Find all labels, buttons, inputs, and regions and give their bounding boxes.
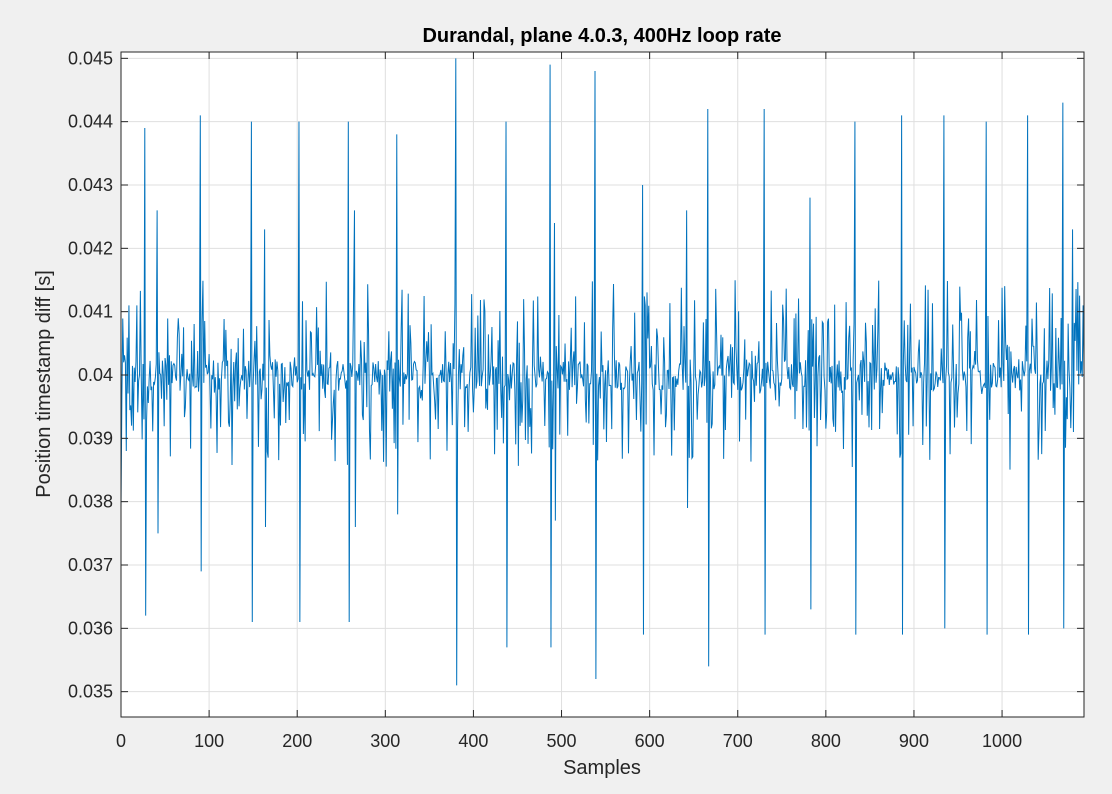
x-axis-ticks: 0 100 200 300 400 500 600 700 800 900 1000 bbox=[116, 52, 1022, 751]
series-layer bbox=[120, 58, 1085, 686]
x-tick-label: 300 bbox=[370, 731, 400, 751]
x-tick-label: 0 bbox=[116, 731, 126, 751]
y-tick-label: 0.036 bbox=[68, 618, 113, 638]
y-tick-label: 0.044 bbox=[68, 112, 113, 132]
x-tick-label: 1000 bbox=[982, 731, 1022, 751]
y-tick-label: 0.043 bbox=[68, 175, 113, 195]
y-tick-label: 0.038 bbox=[68, 492, 113, 512]
y-tick-label: 0.035 bbox=[68, 682, 113, 702]
x-tick-label: 200 bbox=[282, 731, 312, 751]
y-axis-label: Position timestamp diff [s] bbox=[33, 270, 55, 498]
y-tick-label: 0.045 bbox=[68, 48, 113, 68]
y-tick-label: 0.037 bbox=[68, 555, 113, 575]
x-tick-label: 100 bbox=[194, 731, 224, 751]
y-tick-label: 0.039 bbox=[68, 428, 113, 448]
x-tick-label: 800 bbox=[811, 731, 841, 751]
y-tick-label: 0.04 bbox=[78, 365, 113, 385]
chart-title: Durandal, plane 4.0.3, 400Hz loop rate bbox=[422, 25, 781, 47]
x-axis-label: Samples bbox=[563, 757, 641, 779]
series-line bbox=[120, 58, 1085, 686]
x-tick-label: 400 bbox=[458, 731, 488, 751]
y-tick-label: 0.041 bbox=[68, 302, 113, 322]
x-tick-label: 500 bbox=[547, 731, 577, 751]
x-tick-label: 600 bbox=[635, 731, 665, 751]
x-tick-label: 900 bbox=[899, 731, 929, 751]
y-axis-ticks: 0.035 0.036 0.037 0.038 0.039 0.04 0.041 0.042 0… bbox=[68, 48, 1084, 702]
x-tick-label: 700 bbox=[723, 731, 753, 751]
y-tick-label: 0.042 bbox=[68, 238, 113, 258]
plot-frame bbox=[120, 51, 1085, 718]
